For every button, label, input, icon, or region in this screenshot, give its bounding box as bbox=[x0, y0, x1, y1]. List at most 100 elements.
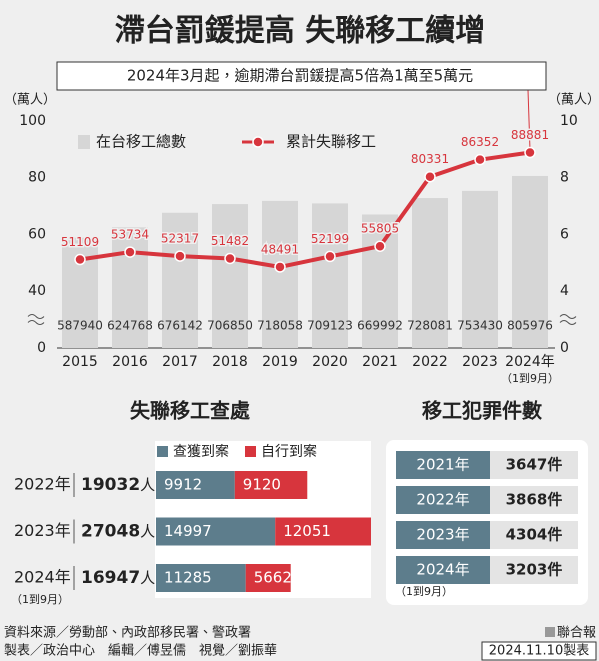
bar-segment bbox=[245, 564, 291, 592]
bar bbox=[462, 190, 498, 348]
y-axis-label: （萬人） bbox=[4, 93, 56, 108]
legend-label: 累計失聯移工 bbox=[286, 133, 376, 151]
annotation: 2024年3月起，逾期滯台罰鍰提高5倍為1萬至5萬元 bbox=[127, 67, 473, 85]
bar-segment bbox=[156, 564, 246, 592]
segment-label: 12051 bbox=[283, 522, 331, 540]
y2-tick-label: 10 bbox=[560, 113, 578, 129]
brand: 聯合報 bbox=[557, 626, 596, 641]
line-point bbox=[74, 253, 86, 266]
value-cell bbox=[490, 521, 578, 549]
line-value-label: 51482 bbox=[211, 234, 249, 248]
legend-swatch bbox=[245, 446, 256, 457]
legend-label: 在台移工總數 bbox=[96, 133, 186, 151]
total-unit: 人 bbox=[140, 569, 155, 587]
bar-segment bbox=[275, 517, 371, 546]
line-point bbox=[124, 246, 136, 258]
line-value-label: 48491 bbox=[261, 242, 299, 256]
segment-label: 9120 bbox=[243, 476, 281, 494]
bar-segment bbox=[234, 471, 308, 499]
total-label: 27048人 bbox=[81, 522, 155, 542]
bar-segment bbox=[156, 517, 276, 546]
value-cell bbox=[490, 486, 578, 514]
title: 滯台罰鍰提高 失聯移工續增 bbox=[115, 14, 485, 49]
line-value-label: 52199 bbox=[311, 232, 349, 246]
x-tick-label: 2018 bbox=[212, 354, 248, 370]
year-cell bbox=[396, 556, 490, 584]
bar-value-label: 753430 bbox=[457, 319, 503, 333]
legend-label: 查獲到案 bbox=[173, 444, 229, 460]
value-cell bbox=[490, 556, 578, 584]
year-label: 2024年 bbox=[416, 561, 469, 579]
bar-value-label: 676142 bbox=[157, 319, 203, 333]
bar bbox=[512, 175, 548, 348]
y-tick-label: 60 bbox=[28, 226, 46, 242]
line-value-label: 52317 bbox=[161, 232, 199, 246]
x-tick-label: 2023 bbox=[462, 354, 498, 370]
total-value: 27048 bbox=[81, 522, 140, 542]
y2-tick-label: 4 bbox=[560, 283, 569, 299]
legend-swatch bbox=[78, 135, 90, 149]
line-point bbox=[274, 261, 286, 273]
x-tick-label: 2022 bbox=[412, 354, 448, 370]
value-cell bbox=[490, 451, 578, 479]
y-tick-label: 0 bbox=[37, 340, 46, 356]
x-note: （1到9月） bbox=[501, 372, 559, 385]
annotation-connector bbox=[527, 89, 531, 151]
bar-segment bbox=[156, 471, 235, 499]
bar bbox=[212, 204, 248, 348]
axis-break bbox=[559, 314, 577, 325]
y2-tick-label: 8 bbox=[560, 170, 569, 186]
line-value-label: 53734 bbox=[111, 228, 149, 242]
total-label: 19032人 bbox=[81, 475, 155, 495]
count-label: 3203件 bbox=[506, 561, 563, 579]
category-label: 2024年 bbox=[14, 568, 71, 587]
total-value: 16947 bbox=[81, 568, 140, 588]
total-value: 19032 bbox=[81, 475, 140, 495]
x-tick-label: 2021 bbox=[362, 354, 398, 370]
segment-label: 11285 bbox=[164, 569, 212, 587]
line-value-label: 88881 bbox=[511, 128, 549, 142]
annotation-box bbox=[56, 61, 547, 91]
legend-swatch bbox=[157, 446, 168, 457]
bar-value-label: 587940 bbox=[57, 319, 103, 333]
bar-value-label: 718058 bbox=[257, 319, 303, 333]
bar bbox=[362, 214, 398, 348]
bar bbox=[262, 200, 298, 348]
total-label: 16947人 bbox=[81, 568, 155, 588]
y2-tick-label: 6 bbox=[560, 226, 569, 242]
line-point bbox=[224, 252, 236, 265]
x-tick-label: 2015 bbox=[62, 354, 98, 370]
date: 2024.11.10製表 bbox=[489, 644, 589, 659]
line-point bbox=[374, 240, 386, 252]
bar-value-label: 709123 bbox=[307, 319, 353, 333]
line-value-label: 55805 bbox=[361, 222, 399, 236]
line-value-label: 86352 bbox=[461, 135, 499, 149]
category-label: 2022年 bbox=[14, 475, 71, 494]
date-box bbox=[481, 641, 597, 661]
bar bbox=[312, 203, 348, 348]
line-point bbox=[424, 170, 436, 183]
total-unit: 人 bbox=[140, 476, 155, 494]
count-label: 4304件 bbox=[506, 526, 563, 544]
total-unit: 人 bbox=[140, 522, 155, 540]
y-tick-label: 40 bbox=[28, 283, 46, 299]
x-tick-label: 2020 bbox=[312, 354, 348, 370]
y2-tick-label: 0 bbox=[560, 340, 569, 356]
bar bbox=[162, 212, 198, 348]
y2-axis-label: （萬人） bbox=[548, 93, 599, 108]
segment-label: 5662 bbox=[254, 569, 292, 587]
year-cell bbox=[396, 521, 490, 549]
line-value-label: 51109 bbox=[61, 235, 99, 249]
count-label: 3647件 bbox=[506, 456, 563, 474]
table-note: （1到9月） bbox=[395, 585, 453, 598]
bar-value-label: 624768 bbox=[107, 319, 153, 333]
credits: 製表／政治中心 編輯／傅昱儒 視覺／劉振華 bbox=[4, 644, 277, 659]
year-cell bbox=[396, 451, 490, 479]
axis-break bbox=[27, 314, 45, 325]
year-label: 2023年 bbox=[416, 526, 469, 544]
bar-value-label: 728081 bbox=[407, 319, 453, 333]
y-tick-label: 100 bbox=[19, 113, 46, 129]
line-point bbox=[174, 250, 186, 262]
